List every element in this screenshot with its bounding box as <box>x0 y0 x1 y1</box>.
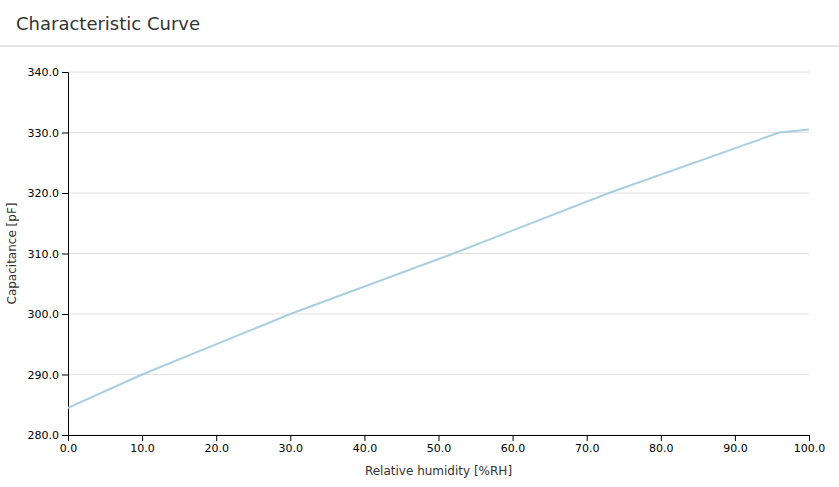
tick-mark <box>216 435 217 441</box>
chart: Characteristic Curve 0.0 10.0 20.0 30.0 40.0 5… <box>0 0 839 487</box>
x-axis-title: Relative humidity [%RH] <box>365 464 512 478</box>
tick-label: 20.0 <box>204 442 229 455</box>
tick-label: 70.0 <box>575 442 600 455</box>
tick-mark <box>809 435 810 441</box>
tick-mark <box>735 435 736 441</box>
grid-line <box>68 374 809 375</box>
axis-line <box>62 73 69 436</box>
axis-line <box>69 436 810 442</box>
y-axis-title: Capacitance [pF] <box>5 203 19 305</box>
tick: 310.0 <box>28 248 69 261</box>
tick-label: 30.0 <box>279 442 304 455</box>
grid-line <box>68 253 809 254</box>
tick-mark <box>62 435 68 436</box>
tick-label: 50.0 <box>427 442 452 455</box>
grid-line <box>68 193 809 194</box>
tick-label: 330.0 <box>28 127 60 140</box>
tick-mark <box>62 72 68 73</box>
tick-mark <box>364 435 365 441</box>
y-axis: 280.0 290.0 300.0 310.0 320.0 330.0 340.0 <box>28 66 69 442</box>
tick-mark <box>62 254 68 255</box>
tick-label: 280.0 <box>28 429 60 442</box>
tick: 20.0 <box>204 435 229 455</box>
tick: 280.0 <box>28 429 69 442</box>
tick: 100.0 <box>794 435 826 455</box>
tick-label: 100.0 <box>794 442 826 455</box>
tick-label: 0.0 <box>60 442 78 455</box>
line <box>68 129 809 407</box>
tick: 300.0 <box>28 308 69 321</box>
tick: 90.0 <box>723 435 748 455</box>
tick-mark <box>587 435 588 441</box>
marks <box>68 129 809 407</box>
tick-mark <box>439 435 440 441</box>
tick: 10.0 <box>130 435 155 455</box>
tick: 50.0 <box>427 435 452 455</box>
tick-mark <box>62 375 68 376</box>
tick-mark <box>661 435 662 441</box>
tick: 60.0 <box>501 435 525 455</box>
tick: 290.0 <box>28 369 69 382</box>
tick-label: 340.0 <box>28 66 60 79</box>
tick: 80.0 <box>649 435 674 455</box>
tick-label: 310.0 <box>28 248 60 261</box>
tick: 340.0 <box>28 66 69 79</box>
title-rule <box>0 46 839 47</box>
tick: 40.0 <box>353 435 378 455</box>
tick-label: 40.0 <box>353 442 378 455</box>
grid-line <box>68 132 809 133</box>
tick-label: 290.0 <box>28 369 60 382</box>
tick-label: 300.0 <box>28 308 60 321</box>
tick: 30.0 <box>279 435 304 455</box>
tick-mark <box>62 133 68 134</box>
tick: 70.0 <box>575 435 600 455</box>
tick: 320.0 <box>28 187 69 200</box>
tick-mark <box>290 435 291 441</box>
grid <box>68 72 809 435</box>
tick-mark <box>142 435 143 441</box>
tick-label: 320.0 <box>28 187 60 200</box>
tick-mark <box>62 193 68 194</box>
tick-mark <box>62 314 68 315</box>
title: Characteristic Curve <box>16 13 200 34</box>
plot: 0.0 10.0 20.0 30.0 40.0 50.0 60.0 70.0 80.0 90.0 1… <box>28 66 826 455</box>
tick: 0.0 <box>60 435 78 455</box>
tick-label: 10.0 <box>130 442 155 455</box>
x-axis: 0.0 10.0 20.0 30.0 40.0 50.0 60.0 70.0 80.0 90.0 1… <box>60 435 826 455</box>
tick: 330.0 <box>28 127 69 140</box>
tick-mark <box>513 435 514 441</box>
tick-label: 80.0 <box>649 442 674 455</box>
tick-label: 90.0 <box>723 442 748 455</box>
grid-line <box>68 72 809 73</box>
grid-line <box>68 314 809 315</box>
tick-label: 60.0 <box>501 442 525 455</box>
